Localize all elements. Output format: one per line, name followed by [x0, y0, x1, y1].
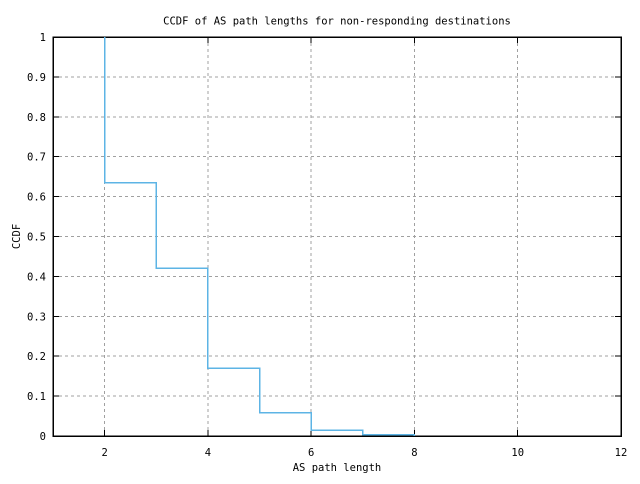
y-tick-label: 0.1: [27, 391, 46, 403]
x-tick-label: 6: [308, 447, 314, 459]
y-tick-label: 0.5: [27, 232, 46, 244]
y-tick-label: 0: [40, 431, 46, 443]
y-tick-labels: 0 0.1 0.2 0.3 0.4 0.5 0.6 0.7 0.8 0.9 1: [27, 32, 46, 443]
y-tick-label: 0.6: [27, 192, 46, 204]
y-tick-label: 0.7: [27, 152, 46, 164]
y-tick-label: 0.4: [27, 271, 46, 283]
plot-border: [52, 36, 622, 437]
y-tick-label: 0.2: [27, 351, 46, 363]
y-tick-label: 0.3: [27, 311, 46, 323]
y-tick-label: 0.9: [27, 72, 46, 84]
x-axis-label: AS path length: [293, 462, 382, 474]
ccdf-step-line: [103, 37, 416, 436]
x-tick-labels: 2 4 6 8 10 12: [101, 447, 627, 459]
chart-title: CCDF of AS path lengths for non-respondi…: [163, 16, 511, 28]
x-tick-label: 2: [101, 447, 107, 459]
x-tick-label: 8: [411, 447, 417, 459]
y-tick-label: 1: [40, 32, 46, 44]
y-axis-label: CCDF: [11, 224, 23, 249]
y-tick-label: 0.8: [27, 112, 46, 124]
x-tick-label: 4: [205, 447, 211, 459]
x-tick-label: 10: [511, 447, 524, 459]
x-tick-label: 12: [615, 447, 628, 459]
axis-ticks: [53, 36, 622, 437]
grid: [53, 37, 621, 436]
